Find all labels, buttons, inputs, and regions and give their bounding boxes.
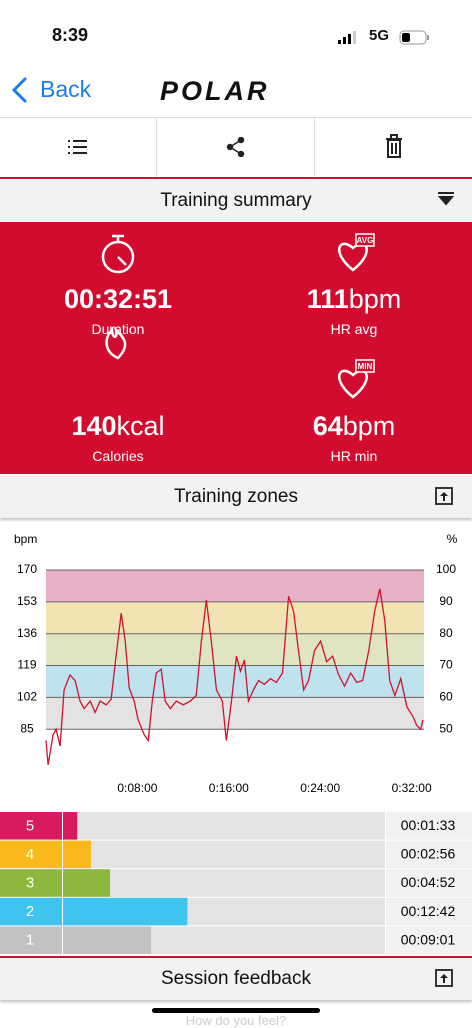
y2-tick-label: 90 xyxy=(439,594,453,608)
filter-icon[interactable] xyxy=(436,190,456,210)
stat-value: 64 xyxy=(312,411,343,441)
feedback-header: Session feedback xyxy=(0,958,472,1000)
summary-panel xyxy=(0,222,472,474)
summary-header: Training summary xyxy=(0,180,472,222)
zones-title: Training zones xyxy=(174,486,298,507)
x-tick-label: 0:08:00 xyxy=(117,781,157,795)
zone-time-bg xyxy=(386,897,472,926)
zone-track xyxy=(63,840,385,869)
y-tick-label: 136 xyxy=(17,626,37,640)
expand-icon[interactable] xyxy=(434,486,454,506)
list-button[interactable] xyxy=(66,137,90,157)
y2-tick-label: 60 xyxy=(439,690,453,704)
stat-label: Duration xyxy=(91,321,145,337)
min-badge: MIN xyxy=(358,362,373,371)
stat-unit: bpm xyxy=(342,411,396,441)
zone-bar xyxy=(63,812,78,840)
network: 5G xyxy=(369,27,390,44)
y2-tick-label: 80 xyxy=(439,626,453,640)
y2-tick-label: 100 xyxy=(436,562,456,576)
zone-time: 00:02:56 xyxy=(401,846,456,862)
zone-label-bg xyxy=(0,869,62,897)
y2-axis-label: % xyxy=(447,532,458,546)
zone-bar xyxy=(63,869,111,897)
status-time: 8:39 xyxy=(52,25,89,45)
zone-band xyxy=(46,601,424,634)
zone-label: 4 xyxy=(26,846,34,863)
zone-time: 00:09:01 xyxy=(401,931,456,947)
stat-label: Calories xyxy=(92,448,144,464)
hr-line xyxy=(45,588,424,765)
stat-unit: bpm xyxy=(348,284,402,314)
zone-track xyxy=(63,869,385,897)
y-tick-label: 153 xyxy=(17,594,37,608)
hr-avg-stat: 111bpm HR avg xyxy=(236,284,472,337)
calories-stat: 140kcal Calories xyxy=(0,411,236,464)
zone-band xyxy=(46,633,424,666)
back-chevron[interactable] xyxy=(10,76,30,104)
stat-value: 140 xyxy=(71,411,117,441)
divider xyxy=(0,956,472,958)
stat-unit: kcal xyxy=(116,411,165,441)
y-tick-label: 170 xyxy=(17,562,37,576)
zone-label: 1 xyxy=(26,932,34,949)
stat-value: 00:32:51 xyxy=(63,284,173,314)
stat-value: 111 xyxy=(306,284,349,314)
zone-time-bg xyxy=(386,812,472,840)
zone-bar xyxy=(63,840,91,869)
toolbar xyxy=(0,117,472,179)
summary-title: Training summary xyxy=(160,190,312,211)
zone-band xyxy=(46,570,424,602)
zone-track xyxy=(63,812,385,840)
x-tick-label: 0:24:00 xyxy=(300,781,340,795)
y2-tick-label: 50 xyxy=(439,721,453,735)
avg-badge: AVG xyxy=(357,236,374,245)
zones-header: Training zones xyxy=(0,476,472,518)
y-tick-label: 119 xyxy=(17,658,36,672)
y-axis-label: bpm xyxy=(14,532,37,546)
zone-bar xyxy=(63,897,188,926)
y-tick-label: 85 xyxy=(20,721,34,735)
x-tick-label: 0:16:00 xyxy=(209,781,249,795)
zone-time: 00:12:42 xyxy=(401,903,456,919)
x-tick-label: 0:32:00 xyxy=(392,781,432,795)
zone-label: 5 xyxy=(26,817,34,834)
zone-band xyxy=(46,697,424,730)
zone-time: 00:01:33 xyxy=(401,817,456,833)
summary-icons: AVG MIN xyxy=(101,233,375,399)
zone-time-bg xyxy=(386,926,472,954)
zone-time-bg xyxy=(386,869,472,897)
hr-min-stat: 64bpm HR min xyxy=(236,411,472,464)
delete-button[interactable] xyxy=(383,134,407,160)
back-button[interactable]: Back xyxy=(40,76,92,102)
zone-time: 00:04:52 xyxy=(401,874,456,890)
y2-tick-label: 70 xyxy=(439,658,453,672)
status-icons xyxy=(338,30,429,45)
zone-time-bg xyxy=(386,840,472,869)
share-button[interactable] xyxy=(225,137,249,157)
stat-label: HR min xyxy=(330,448,378,464)
zone-label-bg xyxy=(0,926,62,954)
expand-icon[interactable] xyxy=(434,968,454,988)
zone-label-bg xyxy=(0,840,62,869)
logo: POLAR xyxy=(160,76,270,106)
home-indicator xyxy=(152,1008,320,1013)
stat-label: HR avg xyxy=(330,321,378,337)
duration-stat: 00:32:51 Duration xyxy=(0,284,236,337)
zone-label: 3 xyxy=(26,874,34,891)
zone-label-bg xyxy=(0,812,62,840)
zone-label-bg xyxy=(0,897,62,926)
feedback-prompt: How do you feel? xyxy=(185,1013,287,1028)
feedback-title: Session feedback xyxy=(161,968,311,989)
y-tick-label: 102 xyxy=(17,690,37,704)
zone-label: 2 xyxy=(26,903,34,920)
zone-bar xyxy=(63,926,152,954)
